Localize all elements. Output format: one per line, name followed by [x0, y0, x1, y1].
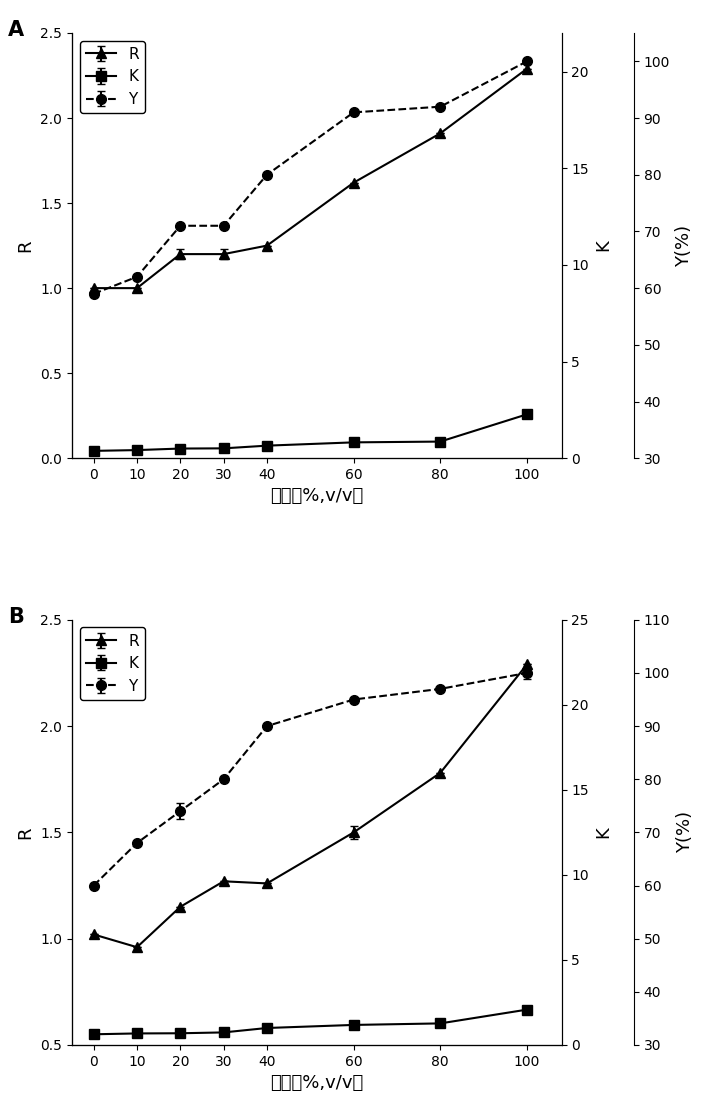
X-axis label: 乙醇（%,v/v）: 乙醇（%,v/v） — [270, 487, 364, 506]
Y-axis label: R: R — [17, 826, 35, 838]
Text: B: B — [9, 607, 24, 627]
Y-axis label: Y(%): Y(%) — [675, 224, 693, 266]
Y-axis label: K: K — [595, 240, 613, 252]
Legend: R, K, Y: R, K, Y — [80, 41, 145, 113]
Y-axis label: Y(%): Y(%) — [675, 812, 693, 854]
Text: A: A — [9, 20, 24, 41]
Y-axis label: R: R — [17, 240, 35, 252]
X-axis label: 乙醇（%,v/v）: 乙醇（%,v/v） — [270, 1075, 364, 1092]
Legend: R, K, Y: R, K, Y — [80, 627, 145, 700]
Y-axis label: K: K — [595, 826, 613, 838]
